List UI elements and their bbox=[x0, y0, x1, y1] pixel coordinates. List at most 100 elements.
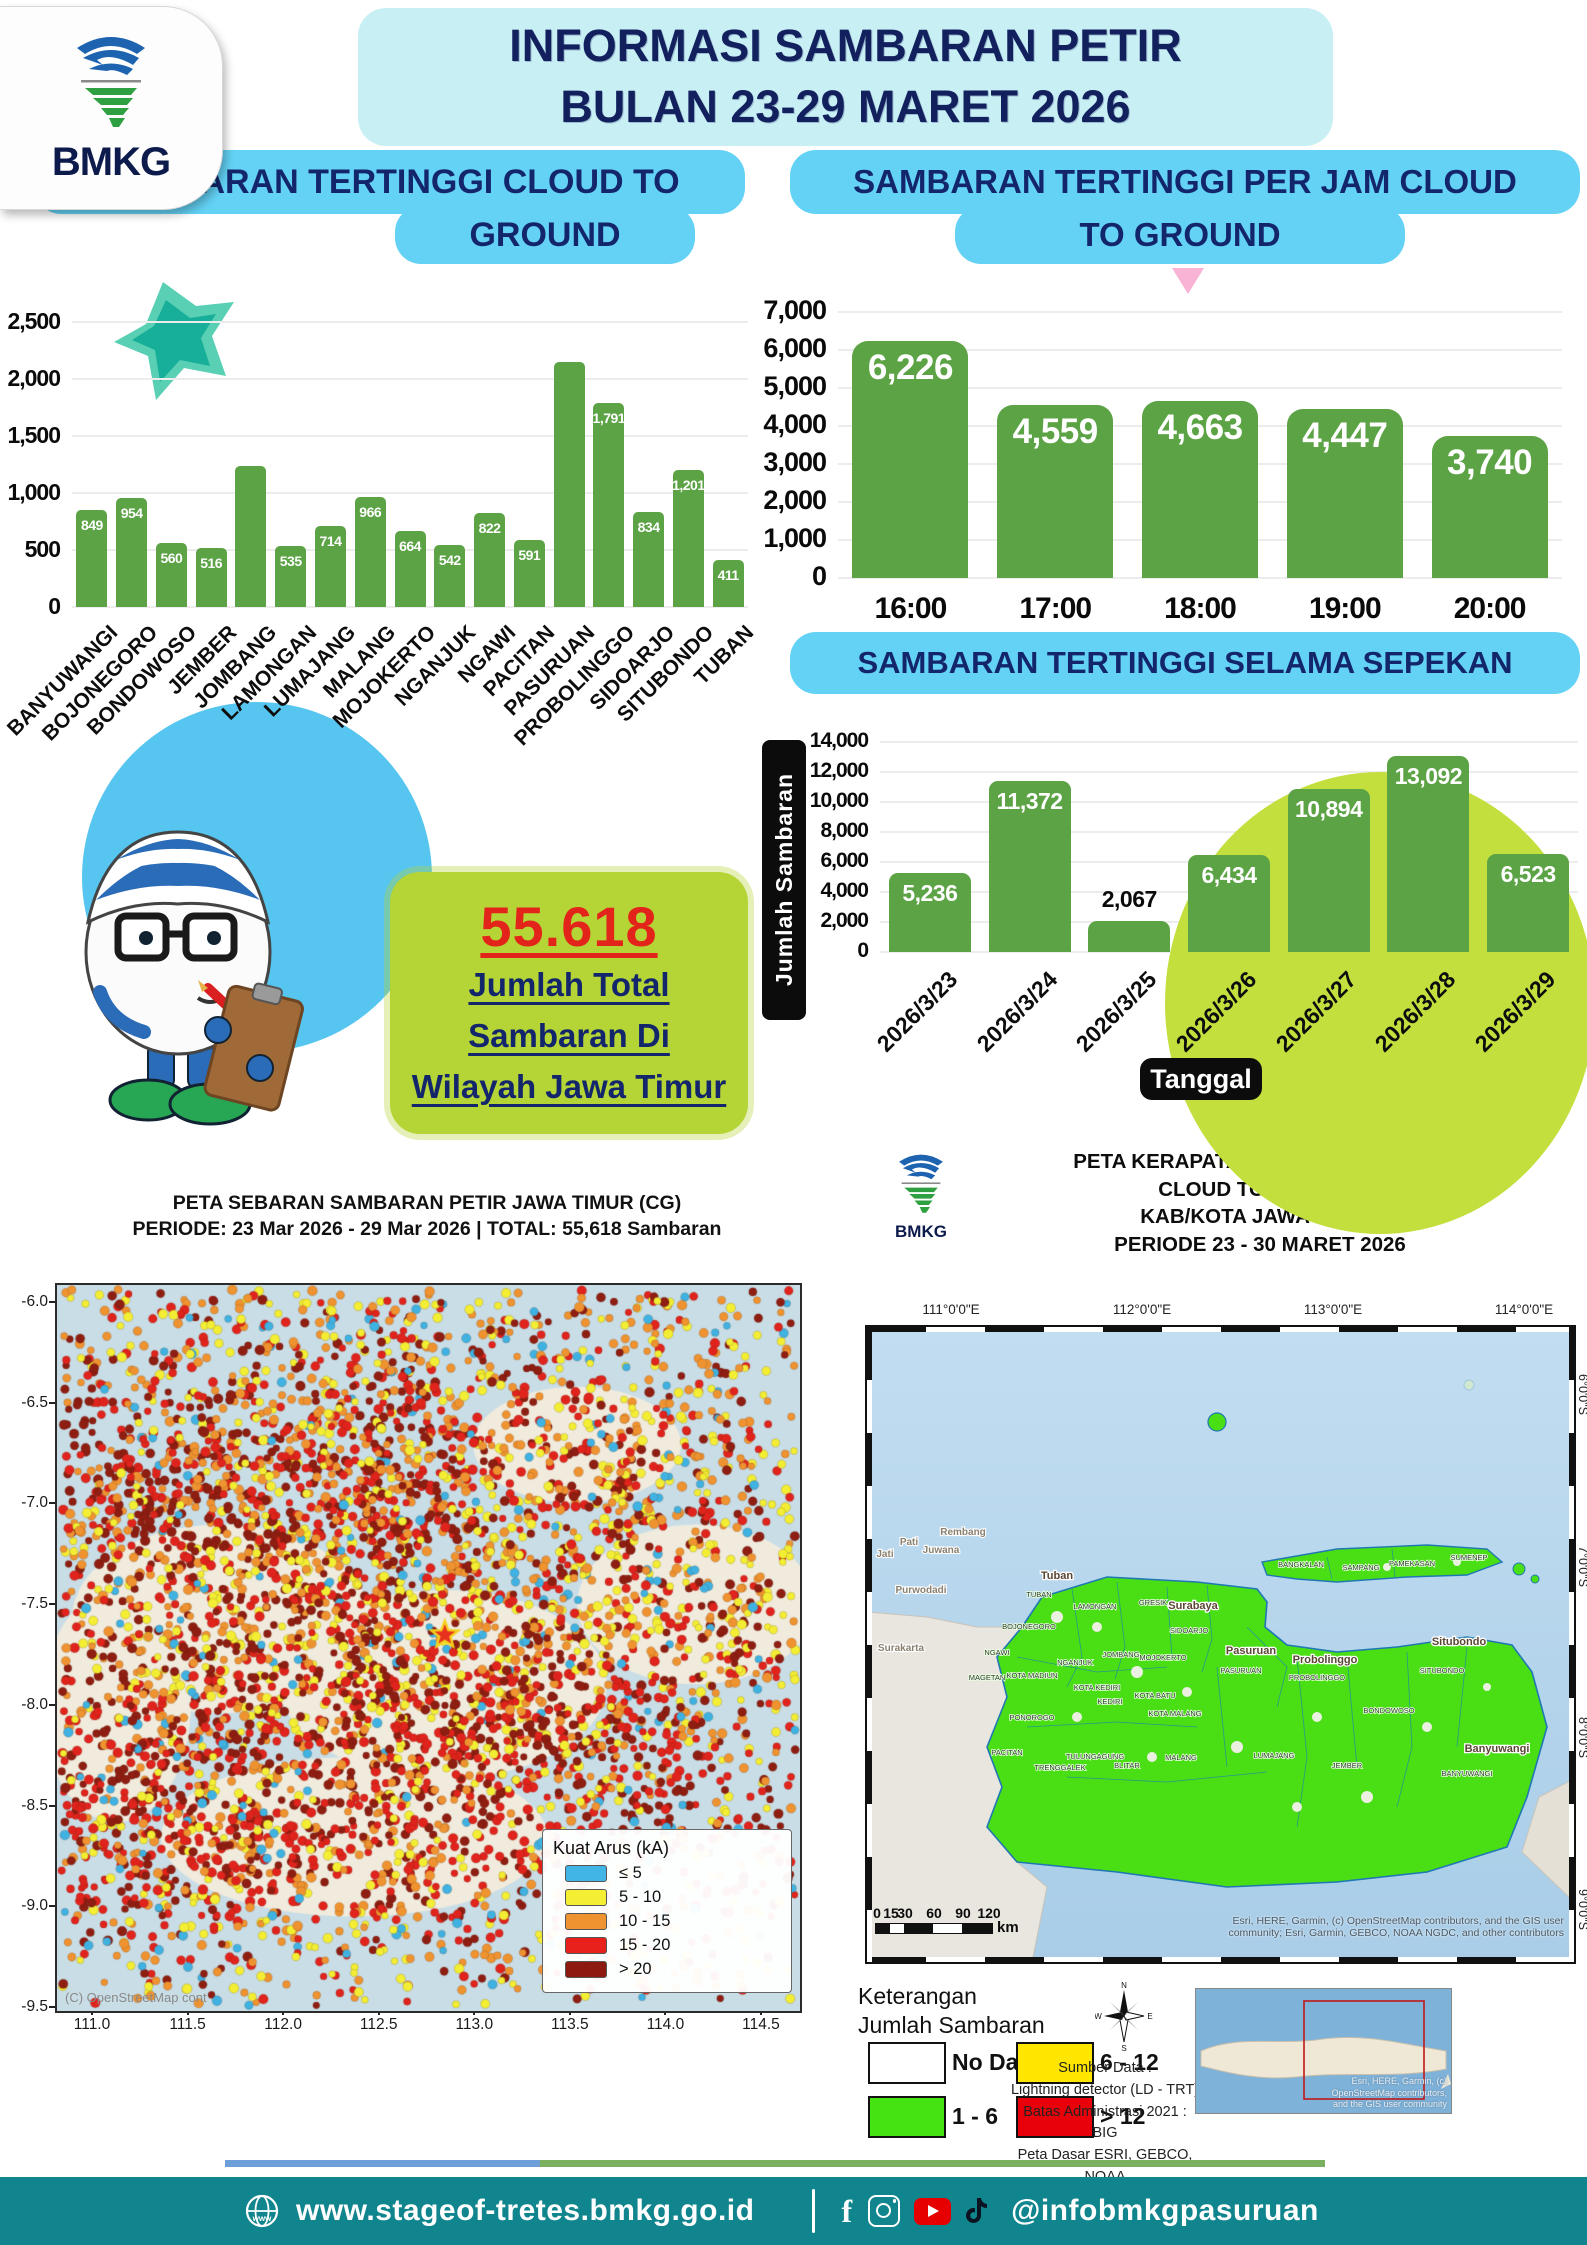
density-map-right-tick: 6°0'0"S bbox=[1576, 1374, 1587, 1416]
cities-bar bbox=[354, 496, 386, 607]
city-label: Probolinggo bbox=[1293, 1654, 1358, 1666]
district-label: MOJOKERTO bbox=[1139, 1653, 1186, 1662]
weekly-y-tick-label: 4,000 bbox=[820, 878, 869, 902]
cities-bar-value: 849 bbox=[80, 517, 103, 534]
weekly-bar bbox=[1287, 788, 1370, 952]
legend-swatch bbox=[565, 1865, 607, 1882]
cities-bar bbox=[633, 511, 665, 607]
bmkg-logo-icon bbox=[77, 36, 145, 127]
weekly-x-axis-title-text: Tanggal bbox=[1150, 1063, 1252, 1094]
district-label: SAMPANG bbox=[1343, 1563, 1380, 1572]
weekly-x-label: 2026/3/23 bbox=[871, 966, 963, 1057]
star-decoration-icon bbox=[114, 282, 234, 400]
inset-java-graphic bbox=[1200, 2000, 1451, 2100]
legend-item: 5 - 10 bbox=[553, 1888, 781, 1907]
city-label: Purwodadi bbox=[895, 1585, 946, 1596]
scatter-map-watermark: (C) OpenStreetMap cont bbox=[65, 1990, 207, 2005]
hourly-y-tick-label: 6,000 bbox=[763, 333, 827, 364]
weekly-bar-value: 6,523 bbox=[1500, 861, 1557, 888]
hourly-x-label: 18:00 bbox=[1164, 592, 1237, 625]
cities-bar-value: 1,201 bbox=[672, 477, 705, 494]
footer-divider bbox=[812, 2189, 816, 2233]
cities-bar bbox=[116, 498, 148, 607]
cities-bar bbox=[672, 470, 704, 607]
bmkg-logo-text: BMKG bbox=[51, 139, 171, 184]
density-map-top-tick: 111°0'0"E bbox=[922, 1302, 980, 1317]
bmkg-logo-pill: BMKG bbox=[0, 6, 223, 210]
weekly-bar-value: 5,236 bbox=[902, 880, 958, 907]
scale-tick: 15 bbox=[883, 1905, 899, 1921]
density-legend-swatch bbox=[1016, 2096, 1094, 2138]
footer-website-url: www.stageof-tretes.bmkg.go.id bbox=[296, 2194, 755, 2227]
cities-bar-value: 834 bbox=[637, 518, 660, 535]
city-label: Surakarta bbox=[878, 1643, 925, 1654]
cities-bar bbox=[553, 361, 585, 607]
legend-item: ≤ 5 bbox=[553, 1864, 781, 1883]
scatter-y-tickmark bbox=[49, 1401, 56, 1404]
weekly-x-axis-title: Tanggal bbox=[1140, 1058, 1262, 1100]
hourly-x-label: 20:00 bbox=[1453, 592, 1527, 625]
legend-item: 10 - 15 bbox=[553, 1912, 781, 1931]
legend-item: > 20 bbox=[553, 1960, 781, 1979]
hourly-gridline bbox=[838, 387, 1562, 389]
district-label: KEDIRI bbox=[1097, 1697, 1122, 1706]
cities-bar-value: 535 bbox=[279, 553, 302, 569]
cities-bar-value: 542 bbox=[438, 552, 461, 569]
city-label: Surabaya bbox=[1168, 1600, 1218, 1612]
total-strikes-box: 55.618 Jumlah Total Sambaran Di Wilayah … bbox=[390, 872, 748, 1134]
compass-rose-icon: N S W E bbox=[1095, 1981, 1153, 2052]
cities-bar bbox=[195, 548, 227, 607]
map-border-left bbox=[867, 1327, 872, 1962]
scatter-y-tickmark bbox=[49, 1603, 56, 1606]
weekly-bar-value: 13,092 bbox=[1394, 762, 1463, 789]
scale-tick: 90 bbox=[955, 1905, 971, 1921]
city-label: Jati bbox=[876, 1549, 893, 1560]
hourly-y-tick-label: 2,000 bbox=[763, 485, 827, 516]
scale-bar-unit: km bbox=[997, 1919, 1019, 1936]
hourly-gridline bbox=[838, 577, 1562, 579]
district-label: PASURUAN bbox=[1220, 1666, 1261, 1675]
scatter-y-tickmark bbox=[49, 1502, 56, 1505]
hourly-bar-value: 4,447 bbox=[1302, 416, 1388, 455]
hourly-bar bbox=[1142, 400, 1258, 578]
cities-bar-value: 954 bbox=[120, 505, 143, 522]
weekly-y-tick-label: 2,000 bbox=[820, 908, 869, 932]
scatter-y-tick: -7.0 bbox=[21, 1494, 48, 1512]
hourly-y-tick-label: 1,000 bbox=[763, 523, 827, 554]
scatter-x-tick: 113.0 bbox=[455, 2016, 494, 2033]
cities-y-tick-label: 2,500 bbox=[7, 307, 61, 334]
scatter-y-tick: -8.0 bbox=[21, 1695, 48, 1713]
hourly-y-tick-label: 4,000 bbox=[763, 409, 827, 440]
density-map-right-tick: 9°0'0"S bbox=[1576, 1888, 1587, 1930]
district-label: KOTA MALANG bbox=[1148, 1709, 1201, 1718]
density-map-bmkg-logo-text: BMKG bbox=[895, 1222, 947, 1241]
current-strength-legend-title: Kuat Arus (kA) bbox=[553, 1838, 670, 1858]
scatter-x-tick: 114.0 bbox=[646, 2016, 685, 2033]
scatter-x-tick: 111.5 bbox=[169, 2016, 206, 2033]
legend-swatch bbox=[565, 1937, 607, 1954]
hourly-y-tick-label: 7,000 bbox=[763, 295, 827, 326]
density-legend-label: 1 - 6 bbox=[952, 2103, 999, 2129]
weekly-gridline bbox=[880, 801, 1578, 803]
inset-attribution-line: OpenStreetMap contributors, bbox=[1331, 2087, 1447, 2098]
svg-text:E: E bbox=[1147, 2012, 1152, 2021]
city-label: Pasuruan bbox=[1226, 1645, 1276, 1657]
hourly-x-label: 16:00 bbox=[874, 592, 948, 625]
attribution-line2: community; Esri, Garmin, GEBCO, NOAA NGD… bbox=[1228, 1927, 1564, 1939]
city-label: Pati bbox=[900, 1537, 919, 1548]
cities-gridline bbox=[72, 492, 748, 494]
weekly-bar-value: 11,372 bbox=[996, 788, 1064, 815]
density-legend-label: 6 - 12 bbox=[1100, 2049, 1159, 2075]
scatter-y-tickmark bbox=[49, 1703, 56, 1706]
city-label: Situbondo bbox=[1432, 1636, 1487, 1648]
weekly-bar-value: 10,894 bbox=[1295, 795, 1363, 822]
weekly-bar bbox=[1387, 755, 1470, 952]
legend-swatch bbox=[565, 1961, 607, 1978]
cities-bar bbox=[394, 531, 426, 607]
district-label: GRESIK bbox=[1139, 1598, 1167, 1607]
scatter-y-tick: -9.5 bbox=[21, 1997, 48, 2015]
city-label: Tuban bbox=[1041, 1570, 1073, 1582]
page-title-line2: BULAN 23-29 MARET 2026 bbox=[560, 81, 1131, 132]
legend-swatch bbox=[565, 1889, 607, 1906]
density-map-top-tick: 112°0'0"E bbox=[1112, 1302, 1172, 1317]
